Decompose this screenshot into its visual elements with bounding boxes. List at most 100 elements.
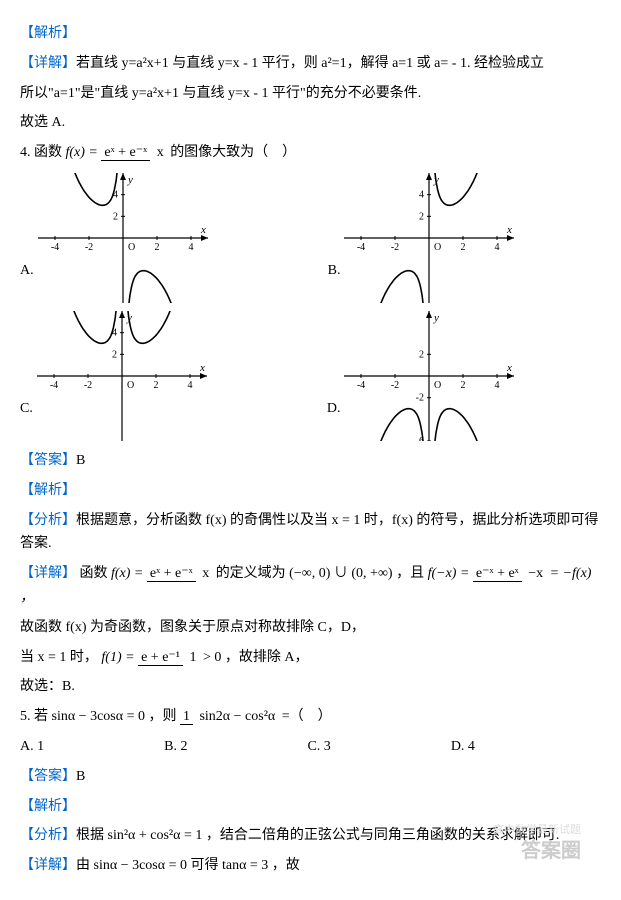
q5-stem-suffix: =（ ） xyxy=(282,709,332,724)
svg-text:2: 2 xyxy=(113,211,118,222)
svg-text:O: O xyxy=(128,242,135,253)
q4-xj-f1-post: > 0 ，故排除 A， xyxy=(203,650,309,665)
q4-opt-d-label: D. xyxy=(327,397,341,441)
q5-stem-prefix: 5. 若 sinα − 3cosα = 0 ，则 xyxy=(20,709,180,724)
q4-xj-frac2-num: e⁻ˣ + eˣ xyxy=(473,566,522,582)
svg-text:-4: -4 xyxy=(50,242,58,253)
q4-fenxi-text: 根据题意，分析函数 f(x) 的奇偶性以及当 x = 1 时，f(x) 的符号，… xyxy=(20,513,598,552)
q4-answer-label: 【答案】 xyxy=(20,453,76,468)
q4-xj-func: f(x) = xyxy=(111,566,147,581)
q5-answer-val: B xyxy=(76,769,85,784)
svg-text:O: O xyxy=(127,380,134,391)
q4-graph-b: -4-22424Oxy xyxy=(344,173,514,303)
q4-xj-frac1-den: x xyxy=(199,566,212,581)
q4-fenxi: 【分析】根据题意，分析函数 f(x) 的奇偶性以及当 x = 1 时，f(x) … xyxy=(20,509,601,557)
q4-stem-prefix: 4. 函数 xyxy=(20,145,66,160)
q4-xj-f1-frac: e + e⁻¹ 1 xyxy=(138,650,199,665)
svg-text:-2: -2 xyxy=(416,393,424,404)
svg-text:-4: -4 xyxy=(357,380,365,391)
q4-graph-d: -4-2242-2-6Oxy xyxy=(344,311,514,441)
q5-frac-num: 1 xyxy=(180,709,193,725)
q4-frac-num: eˣ + e⁻ˣ xyxy=(101,145,150,161)
q3-guxuan: 故选 A. xyxy=(20,111,601,135)
q4-xiangjie-l1: 【详解】 函数 f(x) = eˣ + e⁻ˣ x 的定义域为 (−∞, 0) … xyxy=(20,562,601,610)
q4-frac: eˣ + e⁻ˣ x xyxy=(101,145,166,160)
q5-answer-label: 【答案】 xyxy=(20,769,76,784)
q4-graph-a: -4-22424Oxy xyxy=(38,173,208,303)
svg-text:-2: -2 xyxy=(84,242,92,253)
q4-opt-a-label: A. xyxy=(20,259,34,303)
q4-xj-t2: 的定义域为 (−∞, 0) ∪ (0, +∞) ，且 xyxy=(216,566,428,581)
q5-opt-d: D. 4 xyxy=(451,735,475,759)
q4-options-row1: A. -4-22424Oxy B. -4-22424Oxy xyxy=(20,173,601,303)
svg-text:-4: -4 xyxy=(50,380,58,391)
q5-frac: 1 sin2α − cos²α xyxy=(180,709,278,724)
q4-xj-line3: 当 x = 1 时， f(1) = e + e⁻¹ 1 > 0 ，故排除 A， xyxy=(20,646,601,670)
q4-opt-a: A. -4-22424Oxy xyxy=(20,173,208,303)
q4-xj-frac2: e⁻ˣ + eˣ −x xyxy=(473,566,546,581)
q3-jiexi-label: 【解析】 xyxy=(20,22,601,46)
q4-xj-f1: f(1) = xyxy=(101,650,138,665)
q5-xiangjie: 【详解】由 sinα − 3cosα = 0 可得 tanα = 3 ，故 xyxy=(20,854,601,878)
q4-opt-d: D. -4-2242-2-6Oxy xyxy=(327,311,515,441)
q5-opt-a: A. 1 xyxy=(20,735,44,759)
q4-xj-l3-pre: 当 x = 1 时， xyxy=(20,650,98,665)
svg-text:2: 2 xyxy=(419,211,424,222)
q4-answer-val: B xyxy=(76,453,85,468)
svg-text:y: y xyxy=(433,312,439,324)
svg-text:2: 2 xyxy=(461,242,466,253)
svg-text:4: 4 xyxy=(495,242,500,253)
q5-opt-c: C. 3 xyxy=(307,735,330,759)
q4-xj-frac1-num: eˣ + e⁻ˣ xyxy=(147,566,196,582)
q4-xj-f1-den: 1 xyxy=(187,650,200,665)
svg-text:x: x xyxy=(200,224,206,236)
q4-xj-label: 【详解】 xyxy=(20,566,76,581)
svg-text:x: x xyxy=(506,362,512,374)
svg-text:O: O xyxy=(434,380,441,391)
q4-jiexi-label: 【解析】 xyxy=(20,479,601,503)
q4-frac-den: x xyxy=(154,145,167,160)
q5-frac-den: sin2α − cos²α xyxy=(196,709,278,724)
q4-options-row2: C. -4-22424Oxy D. -4-2242-2-6Oxy xyxy=(20,311,601,441)
svg-text:2: 2 xyxy=(112,349,117,360)
svg-text:-2: -2 xyxy=(84,380,92,391)
q4-xj-frac1: eˣ + e⁻ˣ x xyxy=(147,566,212,581)
svg-text:4: 4 xyxy=(187,380,192,391)
q4-stem: 4. 函数 f(x) = eˣ + e⁻ˣ x 的图像大致为（ ） xyxy=(20,141,601,165)
q5-fenxi-label: 【分析】 xyxy=(20,828,76,843)
q4-xj-line2: 故函数 f(x) 为奇函数，图象关于原点对称故排除 C，D， xyxy=(20,616,601,640)
q5-stem: 5. 若 sinα − 3cosα = 0 ，则 1 sin2α − cos²α… xyxy=(20,705,601,729)
q4-opt-b-label: B. xyxy=(328,259,341,303)
q4-opt-b: B. -4-22424Oxy xyxy=(328,173,515,303)
q5-xj-label: 【详解】 xyxy=(20,858,76,873)
svg-text:4: 4 xyxy=(188,242,193,253)
svg-text:O: O xyxy=(434,242,441,253)
q4-func-lhs: f(x) = xyxy=(66,145,102,160)
svg-text:2: 2 xyxy=(461,380,466,391)
svg-text:4: 4 xyxy=(495,380,500,391)
q3-line2: 所以"a=1"是"直线 y=a²x+1 与直线 y=x - 1 平行"的充分不必… xyxy=(20,82,601,106)
q4-opt-c-label: C. xyxy=(20,397,33,441)
svg-text:-2: -2 xyxy=(391,380,399,391)
q5-fenxi-text: 根据 sin²α + cos²α = 1 ，结合二倍角的正弦公式与同角三角函数的… xyxy=(76,828,559,843)
q3-xiangjie-label: 【详解】 xyxy=(20,56,76,71)
svg-text:x: x xyxy=(506,224,512,236)
svg-text:2: 2 xyxy=(154,242,159,253)
q4-stem-suffix: 的图像大致为（ ） xyxy=(170,145,296,160)
svg-text:4: 4 xyxy=(419,190,424,201)
q4-answer: 【答案】B xyxy=(20,449,601,473)
q5-options: A. 1 B. 2 C. 3 D. 4 xyxy=(20,735,601,759)
svg-text:2: 2 xyxy=(153,380,158,391)
q4-xj-t1: 函数 xyxy=(80,566,112,581)
svg-text:-2: -2 xyxy=(391,242,399,253)
q4-xj-frac2-den: −x xyxy=(525,566,546,581)
svg-text:-4: -4 xyxy=(357,242,365,253)
q5-jiexi-label: 【解析】 xyxy=(20,795,601,819)
svg-text:y: y xyxy=(127,174,133,186)
svg-text:x: x xyxy=(199,362,205,374)
q4-xj-fnegx: f(−x) = xyxy=(428,566,473,581)
q5-xj-text: 由 sinα − 3cosα = 0 可得 tanα = 3 ，故 xyxy=(76,858,300,873)
q5-opt-b: B. 2 xyxy=(164,735,187,759)
q4-xj-guxuan: 故选：B. xyxy=(20,675,601,699)
q4-opt-c: C. -4-22424Oxy xyxy=(20,311,207,441)
